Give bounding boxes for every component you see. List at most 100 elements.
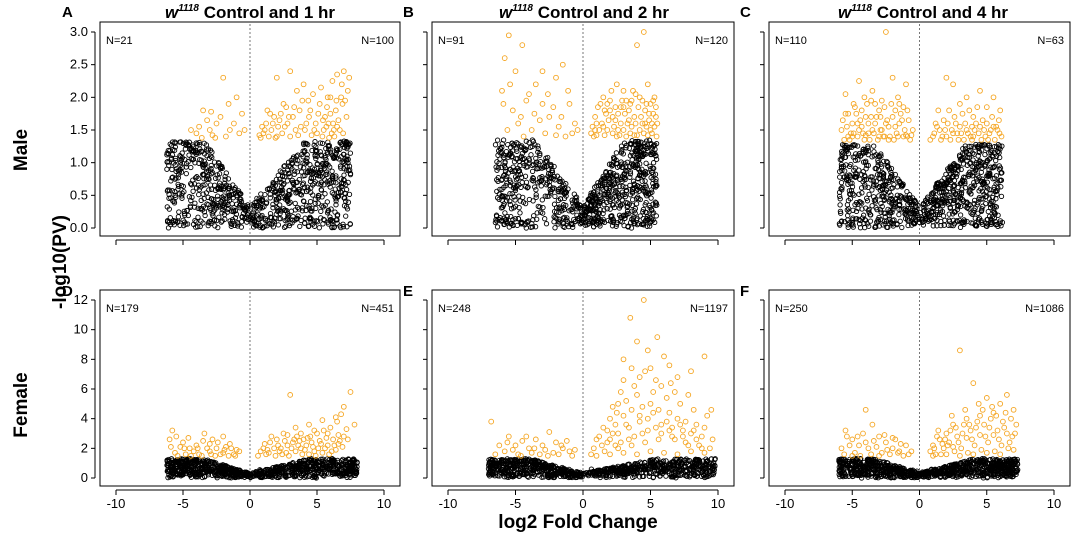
point-nonsignificant [906, 192, 913, 198]
point-nonsignificant [321, 216, 327, 223]
point-nonsignificant [533, 159, 540, 165]
point-significant [845, 110, 852, 117]
point-significant [182, 451, 189, 458]
point-nonsignificant [604, 191, 610, 198]
point-nonsignificant [502, 210, 508, 216]
point-nonsignificant [617, 218, 624, 224]
panel-B: N=91 N=120 [423, 21, 735, 245]
point-nonsignificant [863, 158, 869, 164]
point-nonsignificant [325, 207, 332, 213]
count-label-right: N=1197 [690, 303, 728, 315]
point-nonsignificant [603, 175, 609, 182]
point-nonsignificant [262, 217, 268, 223]
point-significant [342, 97, 348, 104]
point-significant [970, 133, 977, 140]
point-significant [310, 444, 316, 450]
point-nonsignificant [937, 209, 944, 215]
point-significant [287, 133, 294, 140]
point-nonsignificant [202, 182, 208, 188]
point-nonsignificant [557, 196, 564, 202]
point-nonsignificant [551, 214, 557, 220]
point-nonsignificant [182, 465, 188, 472]
point-nonsignificant [517, 143, 523, 150]
point-significant [643, 123, 650, 130]
point-significant [180, 439, 186, 446]
point-significant [284, 432, 291, 438]
point-nonsignificant [515, 215, 522, 222]
point-nonsignificant [324, 179, 330, 185]
point-nonsignificant [347, 150, 354, 156]
point-significant [290, 114, 296, 120]
point-significant [620, 104, 627, 110]
point-nonsignificant [853, 151, 859, 157]
point-significant [632, 91, 639, 97]
point-nonsignificant [568, 207, 574, 213]
point-nonsignificant [596, 200, 602, 206]
point-significant [944, 120, 951, 127]
point-nonsignificant [190, 157, 196, 163]
point-nonsignificant [206, 187, 212, 193]
panel-letter-F: F [740, 283, 749, 300]
point-significant [336, 438, 343, 444]
point-significant [315, 445, 322, 452]
point-nonsignificant [193, 458, 200, 464]
point-nonsignificant [535, 145, 541, 152]
point-nonsignificant [644, 145, 651, 151]
point-nonsignificant [930, 208, 936, 215]
point-nonsignificant [971, 197, 978, 204]
point-significant [572, 120, 578, 127]
point-nonsignificant [649, 169, 655, 176]
point-nonsignificant [309, 147, 315, 154]
point-nonsignificant [172, 176, 178, 182]
point-nonsignificant [344, 206, 351, 212]
point-significant [296, 107, 303, 114]
point-significant [314, 430, 320, 437]
point-nonsignificant [529, 168, 536, 175]
point-nonsignificant [168, 178, 174, 184]
point-nonsignificant [334, 147, 340, 154]
point-significant [338, 411, 344, 418]
x-tick-label: -5 [177, 496, 189, 511]
point-significant [901, 127, 908, 133]
point-significant [174, 452, 181, 459]
point-significant [292, 448, 299, 455]
point-nonsignificant [323, 169, 330, 175]
point-nonsignificant [512, 216, 519, 222]
point-nonsignificant [884, 159, 891, 166]
point-nonsignificant [993, 157, 999, 164]
point-nonsignificant [277, 215, 284, 222]
point-significant [895, 94, 901, 101]
point-nonsignificant [882, 181, 888, 188]
point-significant [889, 114, 896, 120]
point-nonsignificant [653, 176, 659, 182]
point-nonsignificant [839, 218, 845, 224]
point-significant [636, 127, 643, 133]
point-nonsignificant [328, 206, 334, 212]
point-nonsignificant [300, 154, 306, 160]
point-nonsignificant [333, 173, 339, 179]
point-nonsignificant [975, 145, 982, 152]
point-nonsignificant [184, 207, 190, 214]
point-nonsignificant [956, 193, 962, 199]
count-label-left: N=91 [438, 35, 465, 47]
point-nonsignificant [172, 189, 178, 195]
point-nonsignificant [650, 160, 657, 166]
point-nonsignificant [644, 142, 650, 148]
point-nonsignificant [200, 459, 207, 465]
point-nonsignificant [272, 189, 278, 195]
point-significant [841, 136, 848, 143]
point-significant [877, 114, 884, 120]
point-nonsignificant [504, 180, 510, 186]
point-significant [604, 127, 611, 133]
point-nonsignificant [172, 192, 178, 198]
point-nonsignificant [316, 225, 322, 231]
point-nonsignificant [329, 168, 335, 174]
point-significant [316, 101, 323, 107]
point-nonsignificant [306, 473, 312, 479]
point-nonsignificant [993, 173, 1000, 179]
point-significant [609, 130, 616, 137]
x-tick-label: -10 [439, 496, 458, 511]
point-nonsignificant [183, 170, 189, 177]
point-nonsignificant [991, 144, 998, 150]
point-nonsignificant [225, 190, 231, 196]
